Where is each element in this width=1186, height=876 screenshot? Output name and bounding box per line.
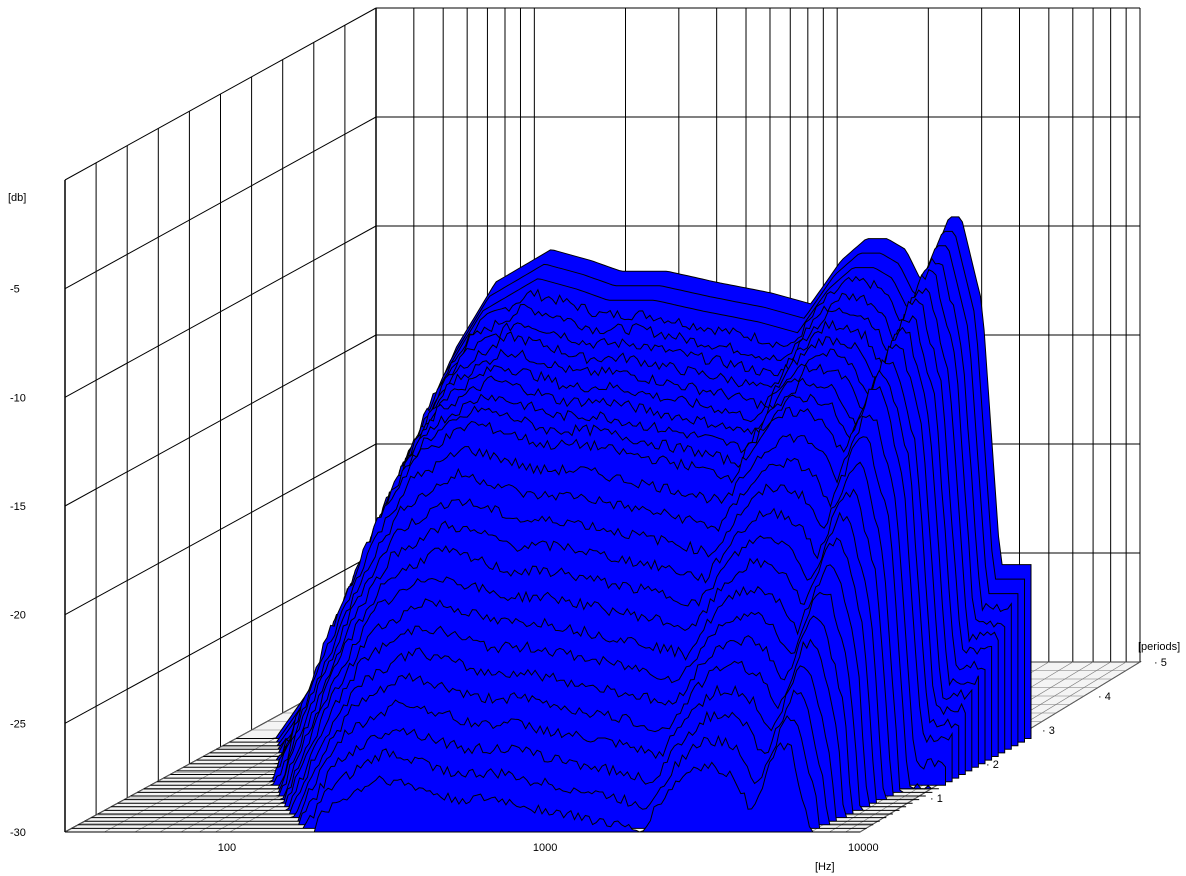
z-tick-label: · 4 xyxy=(1098,691,1111,703)
axis-labels: [db] [Hz] [periods] -5 -10 -15 -20 -25 -30 100… xyxy=(8,192,1180,873)
x-tick-label: 10000 xyxy=(848,842,879,854)
waterfall-slices xyxy=(65,216,1032,833)
z-tick-label: · 3 xyxy=(1042,725,1055,737)
y-tick-label: -25 xyxy=(10,718,26,730)
y-tick-label: -10 xyxy=(10,392,26,404)
z-tick-label: · 1 xyxy=(930,793,943,805)
waterfall-slice xyxy=(65,742,860,833)
z-tick-label: · 2 xyxy=(986,759,999,771)
x-tick-label: 100 xyxy=(218,842,236,854)
y-tick-label: -30 xyxy=(10,827,26,839)
left-wall-grid xyxy=(64,7,377,833)
y-axis-title: [db] xyxy=(8,192,26,204)
y-tick-label: -20 xyxy=(10,610,26,622)
y-tick-label: -15 xyxy=(10,501,26,513)
z-tick-label: · 5 xyxy=(1154,657,1167,669)
x-tick-label: 1000 xyxy=(533,842,557,854)
y-tick-label: -5 xyxy=(10,284,20,296)
x-axis-title: [Hz] xyxy=(815,861,835,873)
z-axis-title: [periods] xyxy=(1138,641,1180,653)
